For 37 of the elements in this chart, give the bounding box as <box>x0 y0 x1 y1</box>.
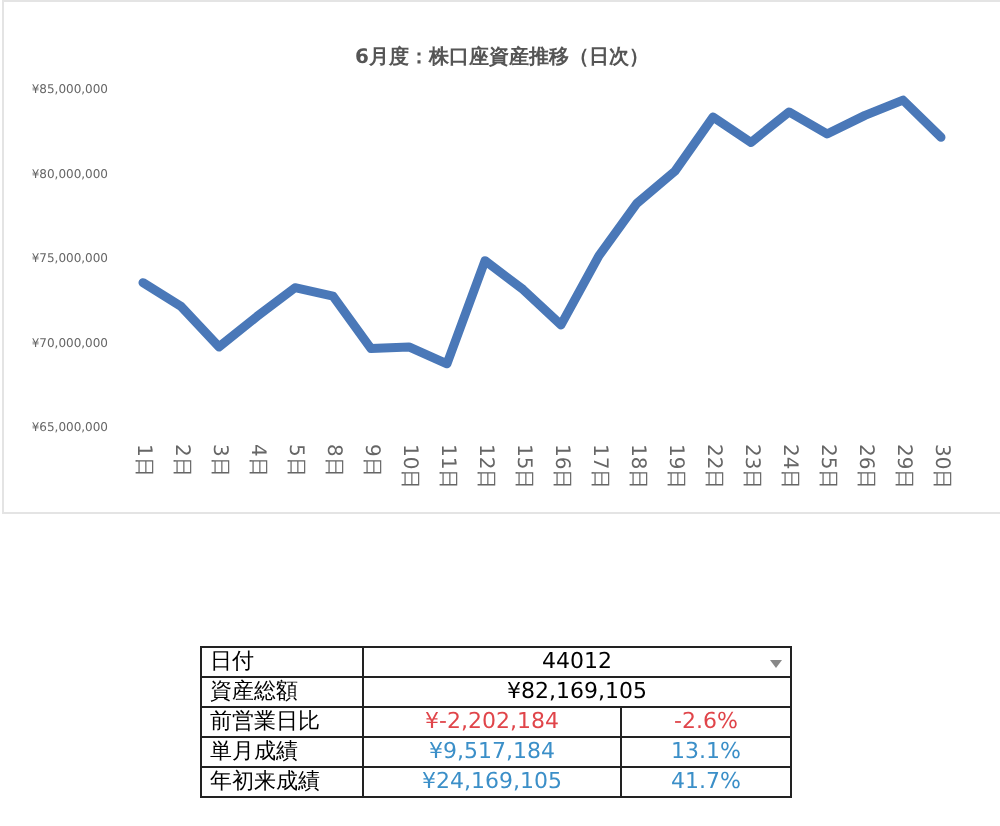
category-label: 年初来成績 <box>210 768 320 794</box>
chart-title: 6月度：株口座資産推移（日次） <box>355 45 649 69</box>
x-tick-label: 1日 <box>132 444 154 477</box>
text: ¥82,169,105 <box>507 678 647 704</box>
text: ¥-2,202,184 <box>425 708 559 734</box>
x-tick-label: 3日 <box>208 444 230 477</box>
text: -2.6% <box>674 708 738 734</box>
x-tick-label: 18日 <box>626 444 648 490</box>
x-tick-label: 8日 <box>322 444 344 477</box>
category-label: 単月成績 <box>210 738 298 764</box>
x-tick-label: 10日 <box>398 444 420 490</box>
x-tick-label: 25日 <box>816 444 838 490</box>
x-tick-label: 22日 <box>702 444 724 490</box>
x-tick-label: 9日 <box>360 444 382 477</box>
x-tick-label: 23日 <box>740 444 762 490</box>
x-tick-label: 30日 <box>930 444 952 490</box>
category-label: 資産総額 <box>210 678 298 704</box>
text: ¥9,517,184 <box>429 738 555 764</box>
x-tick-label: 2日 <box>170 444 192 477</box>
category-label: 日付 <box>210 648 254 674</box>
text: 13.1% <box>671 738 741 764</box>
line-series <box>138 95 946 369</box>
x-tick-label: 29日 <box>892 444 914 490</box>
text: ¥24,169,105 <box>422 768 562 794</box>
x-tick-label: 12日 <box>474 444 496 490</box>
x-tick-label: 16日 <box>550 444 572 490</box>
x-tick-label: 5日 <box>284 444 306 477</box>
x-tick-label: 24日 <box>778 444 800 490</box>
category-label: 前営業日比 <box>210 708 320 734</box>
text: 41.7% <box>671 768 741 794</box>
text: 44012 <box>542 648 612 674</box>
x-tick-label: 15日 <box>512 444 534 490</box>
x-tick-label: 19日 <box>664 444 686 490</box>
x-tick-label: 4日 <box>246 444 268 477</box>
x-tick-label: 11日 <box>436 444 458 490</box>
x-tick-label: 17日 <box>588 444 610 490</box>
x-tick-label: 26日 <box>854 444 876 490</box>
